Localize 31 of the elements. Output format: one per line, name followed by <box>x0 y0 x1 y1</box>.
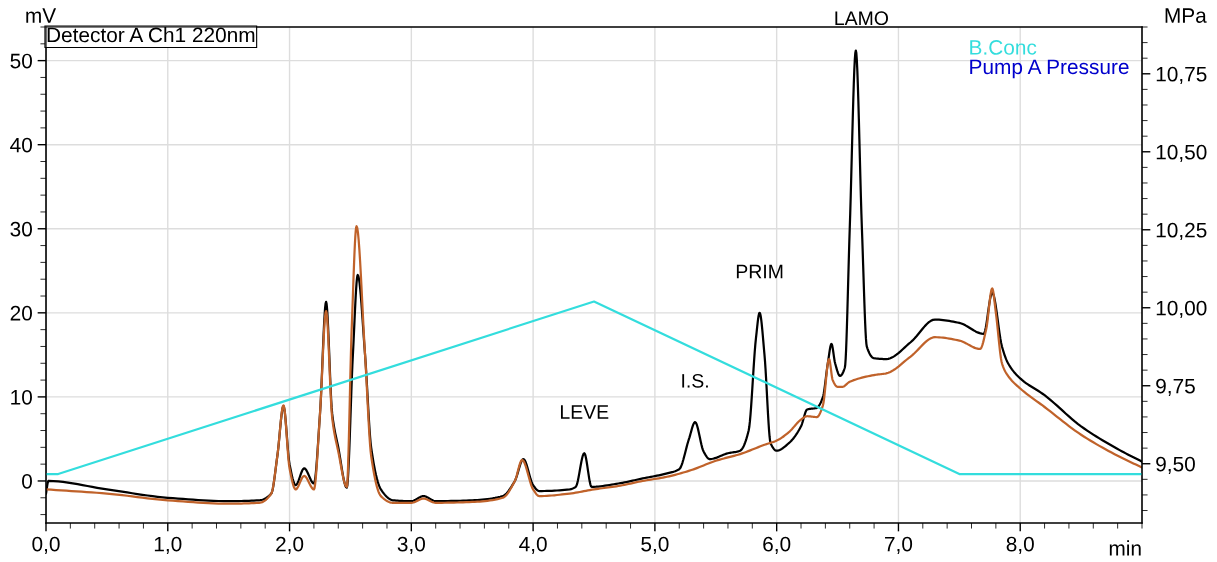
y2-tick-label: 10,25 <box>1156 222 1207 240</box>
y-tick-label: 30 <box>10 221 32 237</box>
annotation: LEVE <box>560 405 609 419</box>
y-tick-label: 50 <box>10 53 32 69</box>
y-tick-label: 0 <box>22 473 32 489</box>
y2-axis-title: MPa <box>1165 8 1207 23</box>
x-tick-label: 0,0 <box>32 536 60 554</box>
x-tick-label: 2,0 <box>276 536 304 554</box>
x-tick-label: 1,0 <box>154 536 182 554</box>
x-axis-title: min <box>1109 540 1141 556</box>
annotation: LAMO <box>835 11 888 26</box>
y2-tick-label: 9,50 <box>1156 456 1195 474</box>
text: B.Conc <box>970 40 1037 55</box>
y-tick-label: 40 <box>10 137 32 153</box>
annotation: PRIM <box>736 264 783 279</box>
y2-tick-label: 9,75 <box>1156 378 1195 396</box>
x-tick-label: 3,0 <box>397 536 425 554</box>
y-tick-label: 10 <box>11 389 32 405</box>
x-tick-label: 7,0 <box>885 536 913 554</box>
y-axis-title: mV <box>26 8 57 23</box>
x-tick-label: 8,0 <box>1006 536 1034 554</box>
annotation: Detector A Ch1 220nm <box>47 27 255 43</box>
y2-tick-label: 10,75 <box>1156 66 1207 85</box>
x-tick-label: 6,0 <box>763 536 791 554</box>
y2-tick-label: 10,00 <box>1156 300 1207 318</box>
x-tick-label: 5,0 <box>641 536 669 554</box>
annotation: I.S. <box>682 373 708 388</box>
legend-label: Pump A Pressure <box>970 59 1129 79</box>
y2-tick-label: 10,50 <box>1156 144 1207 162</box>
x-tick-label: 4,0 <box>519 536 547 554</box>
y-tick-label: 20 <box>10 305 32 321</box>
